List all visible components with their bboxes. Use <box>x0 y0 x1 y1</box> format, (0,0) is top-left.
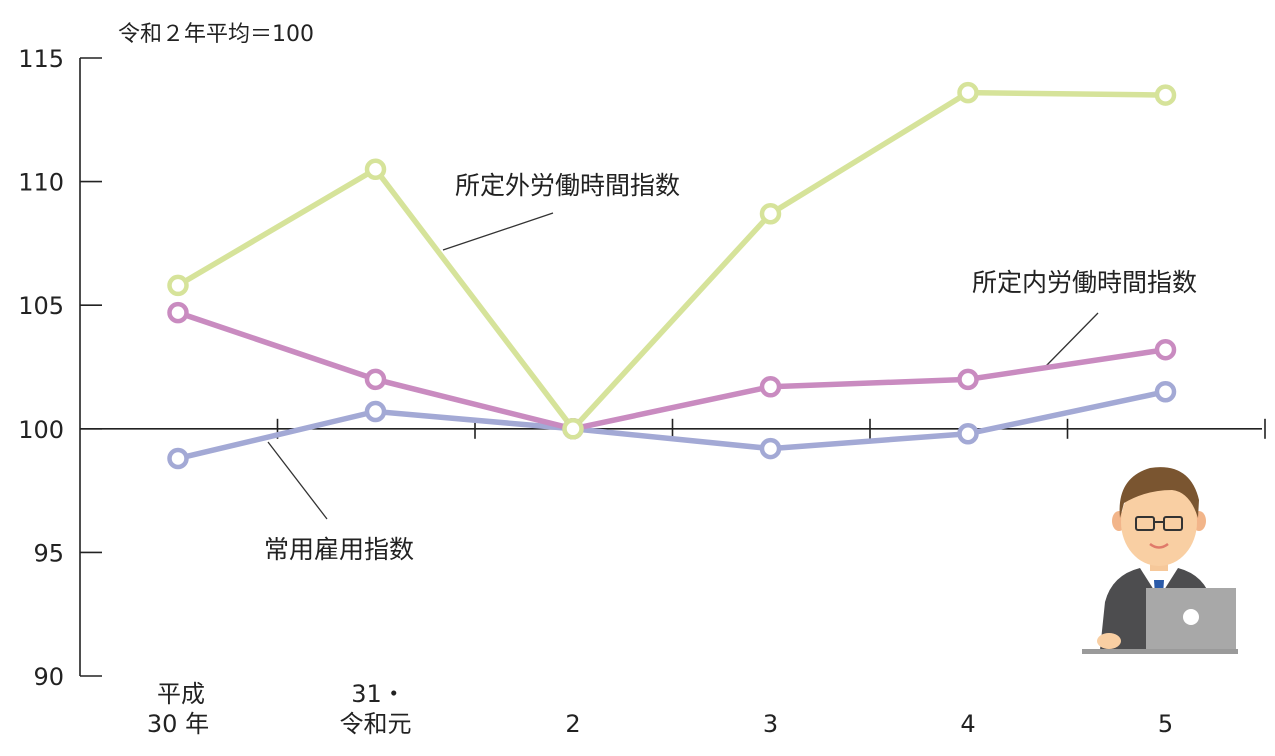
y-tick-label: 90 <box>33 663 64 691</box>
x-tick-label: 30 年 <box>147 710 209 738</box>
series-label: 所定内労働時間指数 <box>972 268 1197 297</box>
x-tick-label: 2 <box>565 710 580 738</box>
data-point <box>957 422 979 445</box>
axes <box>79 58 1266 676</box>
x-tick-label: 5 <box>1158 710 1173 738</box>
data-point <box>364 158 387 180</box>
y-tick-label: 105 <box>18 292 64 320</box>
y-tick-label: 110 <box>18 169 64 197</box>
series-label: 常用雇用指数 <box>264 535 414 564</box>
series-group <box>167 81 1177 470</box>
data-point <box>167 447 189 470</box>
office-worker-laptop-icon <box>1082 467 1238 654</box>
data-point <box>957 81 979 104</box>
data-point <box>1154 84 1177 106</box>
data-point <box>957 368 979 391</box>
series-label: 所定外労働時間指数 <box>455 171 680 200</box>
leader-line <box>267 441 328 520</box>
data-point <box>759 376 782 398</box>
leader-line <box>1045 312 1099 367</box>
data-point <box>562 418 584 440</box>
data-point <box>759 437 782 460</box>
x-tick-label: 4 <box>960 710 975 738</box>
series-line <box>177 310 1166 432</box>
x-tick-label: 平成 <box>157 680 205 708</box>
data-point <box>167 274 189 297</box>
data-point <box>1154 338 1177 361</box>
x-tick-label: 31・ <box>351 680 406 708</box>
y-axis-ticks: 115 110 105 100 95 90 <box>18 45 102 691</box>
y-tick-label: 95 <box>33 539 64 567</box>
data-point <box>364 400 387 423</box>
leader-line <box>442 212 554 251</box>
chart-note: 令和２年平均＝100 <box>118 22 314 47</box>
y-tick-label: 100 <box>18 416 64 444</box>
series-line <box>176 89 1166 432</box>
data-point <box>759 202 782 225</box>
series-line <box>177 389 1167 462</box>
y-tick-label: 115 <box>18 45 64 73</box>
x-tick-label: 3 <box>763 710 778 738</box>
x-tick-label: 令和元 <box>340 710 412 738</box>
series-leader-lines <box>267 212 1099 520</box>
data-point <box>364 368 387 391</box>
data-point <box>167 301 189 324</box>
data-point <box>1154 380 1177 403</box>
